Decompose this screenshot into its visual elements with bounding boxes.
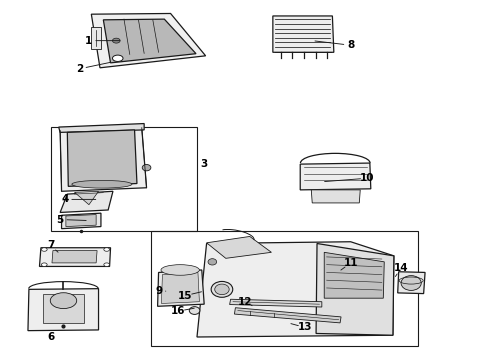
Ellipse shape [161, 265, 199, 275]
Polygon shape [316, 243, 394, 335]
Polygon shape [197, 242, 394, 337]
Polygon shape [74, 191, 98, 205]
Text: 1: 1 [85, 36, 93, 46]
Ellipse shape [215, 284, 229, 294]
Polygon shape [60, 191, 113, 212]
Polygon shape [103, 19, 196, 63]
Polygon shape [60, 128, 147, 191]
Text: 5: 5 [56, 215, 64, 225]
Polygon shape [66, 215, 96, 226]
Polygon shape [311, 190, 360, 203]
Polygon shape [161, 273, 199, 303]
Polygon shape [234, 308, 341, 323]
Polygon shape [67, 130, 137, 186]
Ellipse shape [189, 307, 200, 314]
Ellipse shape [72, 180, 132, 188]
Polygon shape [300, 163, 371, 190]
Ellipse shape [104, 248, 110, 251]
Text: 16: 16 [171, 306, 185, 316]
Polygon shape [230, 299, 322, 307]
Ellipse shape [401, 276, 421, 291]
Text: 3: 3 [200, 159, 208, 169]
Polygon shape [273, 16, 334, 52]
Bar [151, 231, 418, 346]
Text: 13: 13 [298, 323, 312, 333]
Ellipse shape [208, 259, 217, 265]
Ellipse shape [50, 293, 77, 309]
Text: 10: 10 [360, 173, 375, 183]
Text: 2: 2 [76, 64, 83, 74]
Ellipse shape [104, 263, 110, 266]
Text: 15: 15 [178, 291, 192, 301]
Text: 7: 7 [47, 240, 54, 250]
Ellipse shape [41, 248, 47, 251]
Text: 12: 12 [238, 297, 252, 307]
Polygon shape [158, 270, 204, 306]
Polygon shape [52, 251, 97, 263]
Text: 11: 11 [343, 258, 358, 268]
Ellipse shape [113, 55, 123, 62]
Ellipse shape [113, 38, 120, 43]
Ellipse shape [142, 165, 151, 171]
Polygon shape [43, 294, 84, 323]
Text: 9: 9 [155, 286, 162, 296]
Polygon shape [40, 248, 111, 266]
Polygon shape [28, 289, 98, 330]
Polygon shape [207, 237, 271, 258]
Ellipse shape [211, 282, 233, 297]
Text: 8: 8 [347, 40, 354, 50]
Polygon shape [91, 13, 206, 68]
Polygon shape [62, 213, 101, 229]
Polygon shape [324, 252, 384, 298]
Text: 14: 14 [394, 263, 408, 273]
Bar [50, 127, 197, 231]
Polygon shape [91, 27, 101, 49]
Text: 4: 4 [61, 194, 69, 204]
Polygon shape [398, 272, 425, 294]
Ellipse shape [41, 263, 47, 266]
Polygon shape [59, 123, 144, 132]
Text: 6: 6 [47, 332, 54, 342]
